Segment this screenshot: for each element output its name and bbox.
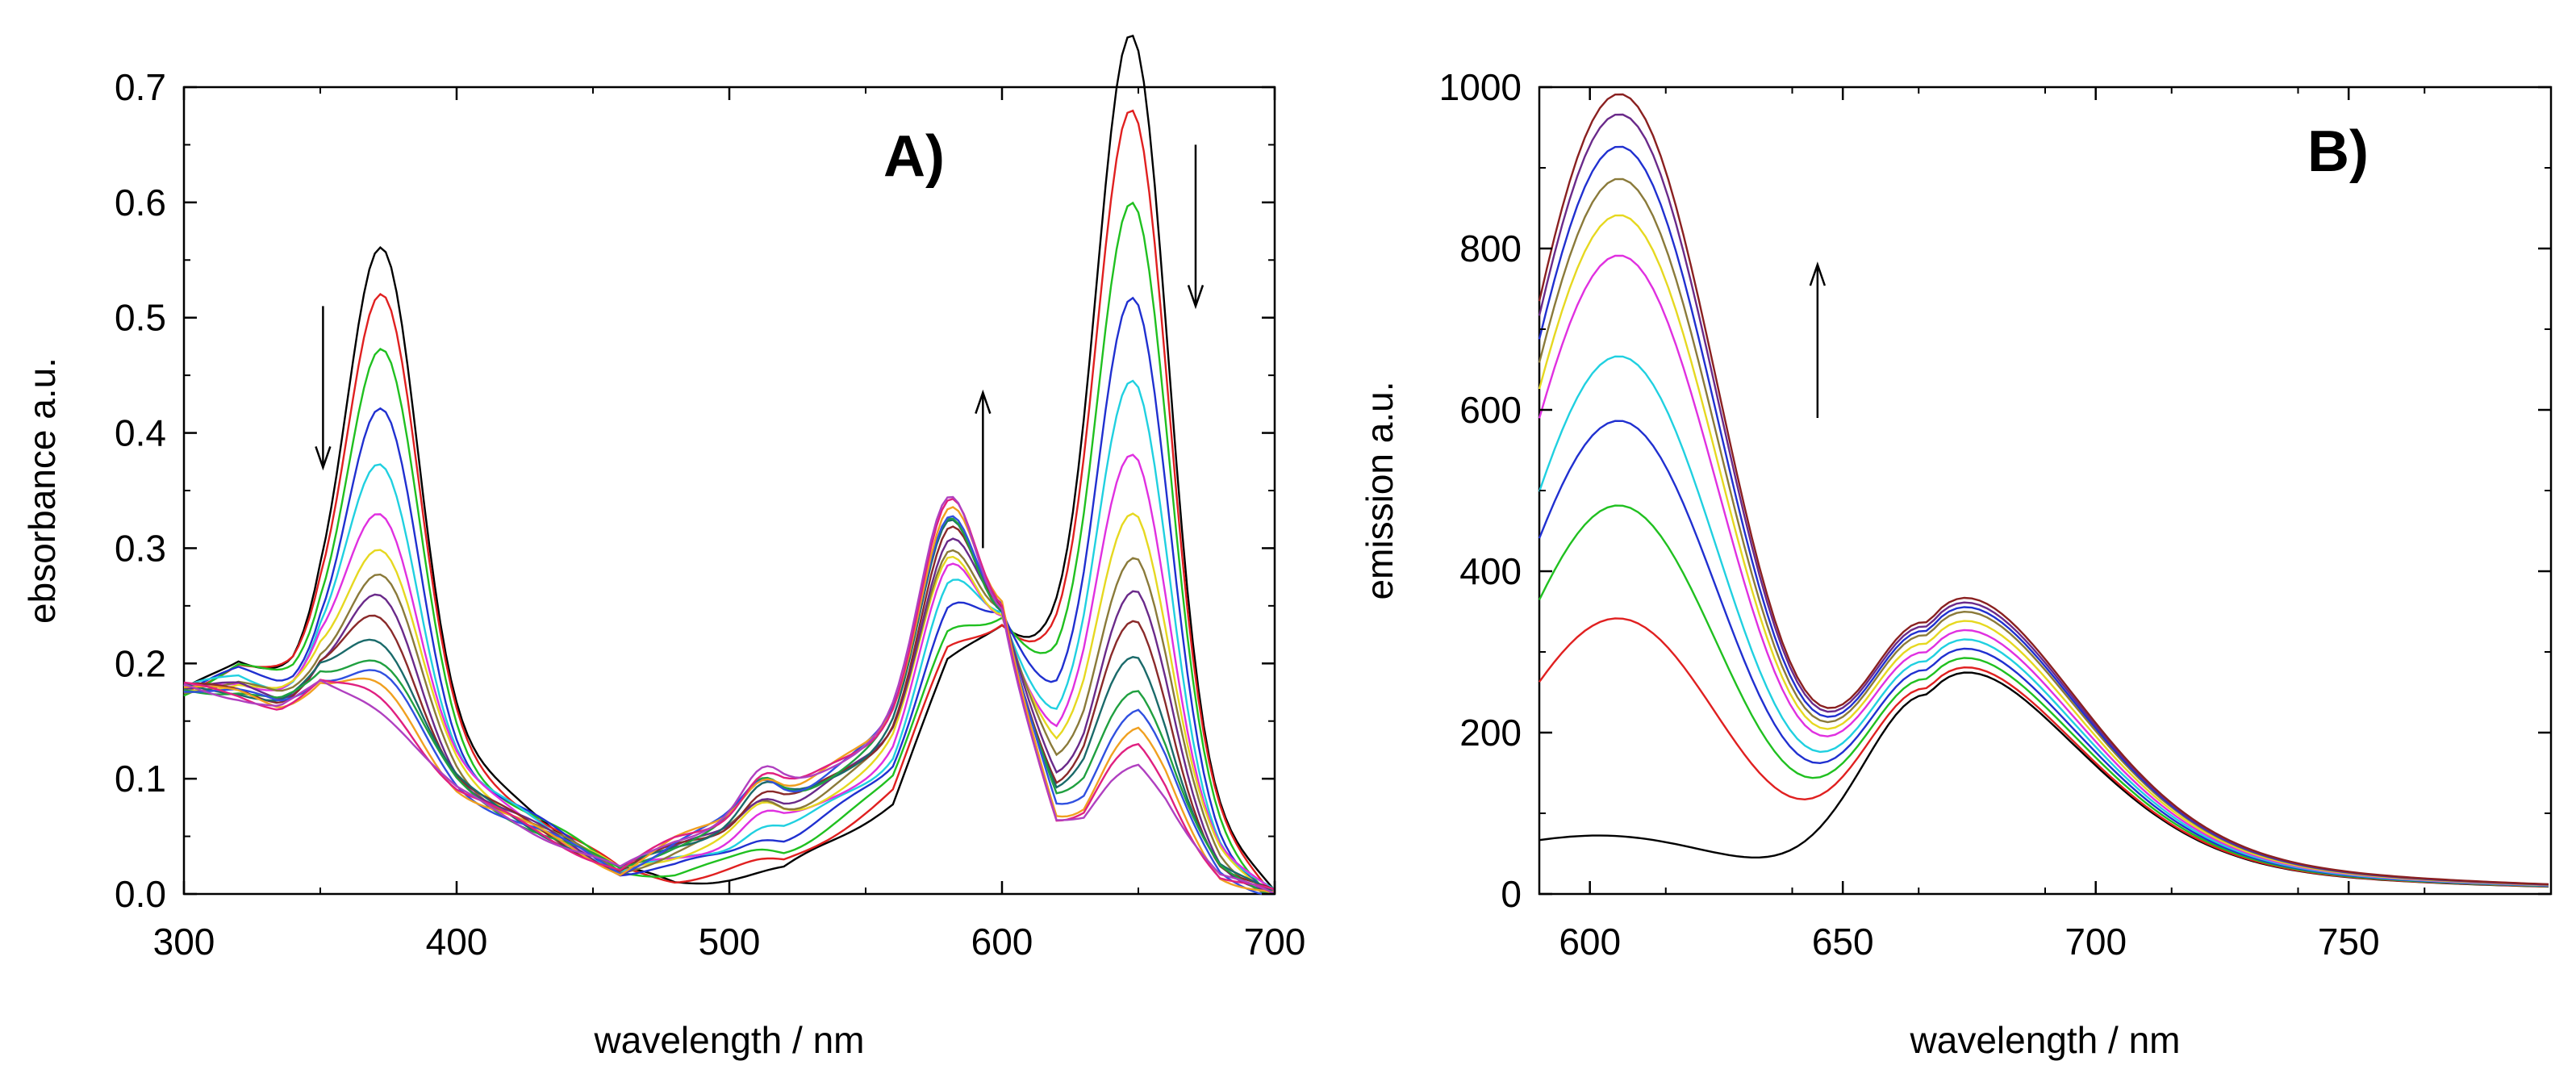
y-tick-label: 0.5 xyxy=(115,297,166,339)
panel-b-series-line xyxy=(1538,355,2549,887)
x-tick-label: 600 xyxy=(1559,921,1621,963)
y-tick-label: 400 xyxy=(1459,550,1522,592)
trend-arrow-head xyxy=(1809,261,1827,286)
panel-a-arrows xyxy=(315,144,1204,549)
panel-b-series-line xyxy=(1538,93,2549,886)
panel-a-series-line xyxy=(183,525,1275,891)
y-tick-label: 0.1 xyxy=(115,758,166,800)
panel-a-series-line xyxy=(183,34,1275,892)
panel-b-series-line xyxy=(1538,254,2549,887)
x-tick-label: 300 xyxy=(153,921,215,963)
panel-a-series-line xyxy=(183,519,1275,894)
panel-b-series-lines xyxy=(1538,93,2549,888)
panel-b-series-line xyxy=(1538,145,2549,886)
panel-a-x-ticks: 300 400 500 600 700 xyxy=(153,87,1306,963)
y-tick-label: 0.6 xyxy=(115,182,166,223)
trend-arrow-head xyxy=(1187,285,1204,310)
y-tick-label: 1000 xyxy=(1439,66,1522,108)
x-tick-label: 400 xyxy=(426,921,488,963)
y-tick-label: 0.3 xyxy=(115,527,166,569)
x-tick-label: 750 xyxy=(2318,921,2380,963)
panel-b-label: B) xyxy=(2307,119,2369,184)
panel-b-series-line xyxy=(1538,113,2549,886)
x-tick-label: 500 xyxy=(699,921,761,963)
y-tick-label: 800 xyxy=(1459,228,1522,269)
panel-b-x-ticks: 600 650 700 750 xyxy=(1539,87,2552,963)
y-tick-label: 200 xyxy=(1459,712,1522,754)
panel-a-x-axis-label: wavelength / nm xyxy=(594,1019,865,1061)
panel-a-series-line xyxy=(183,498,1275,891)
panel-a-plot-frame xyxy=(182,86,1276,896)
panel-a-series-line xyxy=(183,379,1275,891)
panel-b-y-ticks: 0 200 400 600 800 1000 xyxy=(1439,66,2551,915)
trend-arrow-head xyxy=(315,446,332,471)
panel-a-series-line xyxy=(183,201,1275,896)
y-tick-label: 0 xyxy=(1501,873,1522,915)
panel-a-y-ticks: 0.0 0.1 0.2 0.3 0.4 0.5 0.6 0.7 xyxy=(115,66,1275,915)
panel-b-x-axis-label: wavelength / nm xyxy=(1910,1019,2181,1061)
panel-b-plot-frame xyxy=(1538,86,2553,896)
panel-b-y-axis-label: emission a.u. xyxy=(1359,381,1401,599)
panel-a-absorbance-chart: 300 400 500 600 700 0.0 0.1 0.2 0.3 0.4 0.5 0.6 0.7… xyxy=(21,34,1306,1061)
x-tick-label: 600 xyxy=(971,921,1033,963)
panel-a-label: A) xyxy=(883,124,945,189)
panel-a-series-line xyxy=(183,109,1275,895)
panel-a-series-lines xyxy=(183,34,1275,896)
panel-a-series-line xyxy=(183,537,1275,894)
panel-b-emission-chart: 600 650 700 750 0 200 400 600 800 1000 B) wavele… xyxy=(1359,66,2553,1061)
panel-a-series-line xyxy=(183,296,1275,895)
y-tick-label: 0.2 xyxy=(115,642,166,684)
panel-b-arrows xyxy=(1809,261,1827,418)
x-tick-label: 700 xyxy=(2065,921,2127,963)
y-tick-label: 0.0 xyxy=(115,873,166,915)
panel-b-series-line xyxy=(1538,420,2549,888)
panel-b-series-line xyxy=(1538,504,2549,888)
x-tick-label: 700 xyxy=(1244,921,1306,963)
panel-a-series-line xyxy=(183,506,1275,893)
x-tick-label: 650 xyxy=(1812,921,1874,963)
y-tick-label: 600 xyxy=(1459,389,1522,431)
panel-b-series-line xyxy=(1538,178,2549,886)
y-tick-label: 0.4 xyxy=(115,412,166,454)
panel-b-series-line xyxy=(1538,214,2549,887)
panel-a-series-line xyxy=(183,453,1275,892)
panel-a-series-line xyxy=(183,517,1275,896)
y-tick-label: 0.7 xyxy=(115,66,166,108)
panel-a-y-axis-label: ebsorbance a.u. xyxy=(21,357,63,624)
panel-a-series-line xyxy=(183,512,1275,896)
panel-a-series-line xyxy=(183,495,1275,895)
panel-a-series-line xyxy=(183,515,1275,896)
trend-arrow-head xyxy=(975,389,992,414)
